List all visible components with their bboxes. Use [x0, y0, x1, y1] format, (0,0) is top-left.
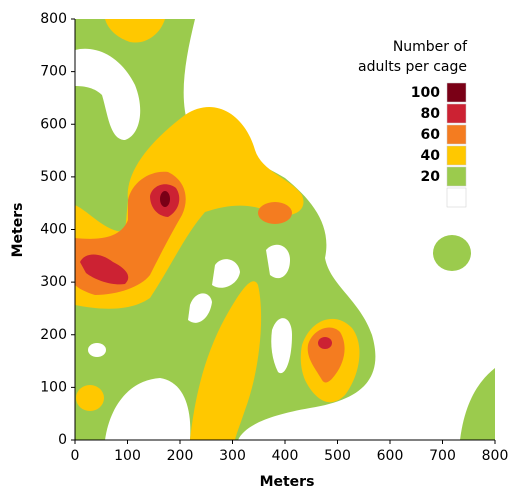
y-tick-label: 0 — [58, 432, 67, 448]
legend-label: 40 — [421, 148, 441, 164]
contour-region — [80, 254, 129, 285]
contour-region — [75, 19, 376, 440]
x-tick-label: 800 — [482, 448, 509, 464]
y-tick-label: 200 — [40, 327, 67, 343]
x-tick-label: 200 — [167, 448, 194, 464]
y-tick-label: 700 — [40, 64, 67, 80]
contour-hole — [105, 378, 191, 440]
legend-title: adults per cage — [358, 59, 467, 75]
x-tick-label: 300 — [219, 448, 246, 464]
y-tick-label: 100 — [40, 379, 67, 395]
y-tick-label: 300 — [40, 274, 67, 290]
legend-label: 20 — [421, 169, 441, 185]
y-tick-label: 500 — [40, 169, 67, 185]
x-tick-label: 100 — [114, 448, 141, 464]
x-tick-label: 600 — [377, 448, 404, 464]
x-tick-label: 0 — [71, 448, 80, 464]
contour-region — [318, 337, 332, 349]
legend-label: 60 — [421, 127, 441, 143]
y-tick-label: 600 — [40, 116, 67, 132]
contour-region — [433, 235, 471, 271]
legend-label: 100 — [411, 85, 440, 101]
x-tick-label: 400 — [272, 448, 299, 464]
contour-hole — [188, 293, 212, 323]
contour-region — [160, 191, 170, 207]
contour-hole — [75, 48, 141, 140]
legend-swatch — [446, 124, 467, 145]
x-tick-label: 500 — [324, 448, 351, 464]
contour-hole — [271, 318, 292, 374]
legend-swatch — [446, 166, 467, 187]
legend-swatch — [446, 82, 467, 103]
contour-region — [190, 281, 262, 440]
contour-hole — [212, 259, 240, 288]
y-tick-label: 800 — [40, 11, 67, 27]
contour-region — [76, 385, 104, 411]
legend-label: 80 — [421, 106, 441, 122]
contour-region — [105, 19, 165, 43]
x-axis-title: Meters — [260, 474, 315, 490]
x-tick-label: 700 — [429, 448, 456, 464]
y-axis-title: Meters — [10, 203, 26, 258]
contour-region — [307, 327, 345, 383]
legend-swatch — [446, 187, 467, 208]
legend-title: Number of — [393, 39, 468, 55]
y-tick-label: 400 — [40, 222, 67, 238]
legend-swatch — [446, 145, 467, 166]
contour-region — [258, 202, 292, 224]
contour-region — [460, 368, 495, 440]
contour-hole — [266, 244, 290, 279]
legend-swatch — [446, 103, 467, 124]
contour-hole — [88, 343, 106, 357]
